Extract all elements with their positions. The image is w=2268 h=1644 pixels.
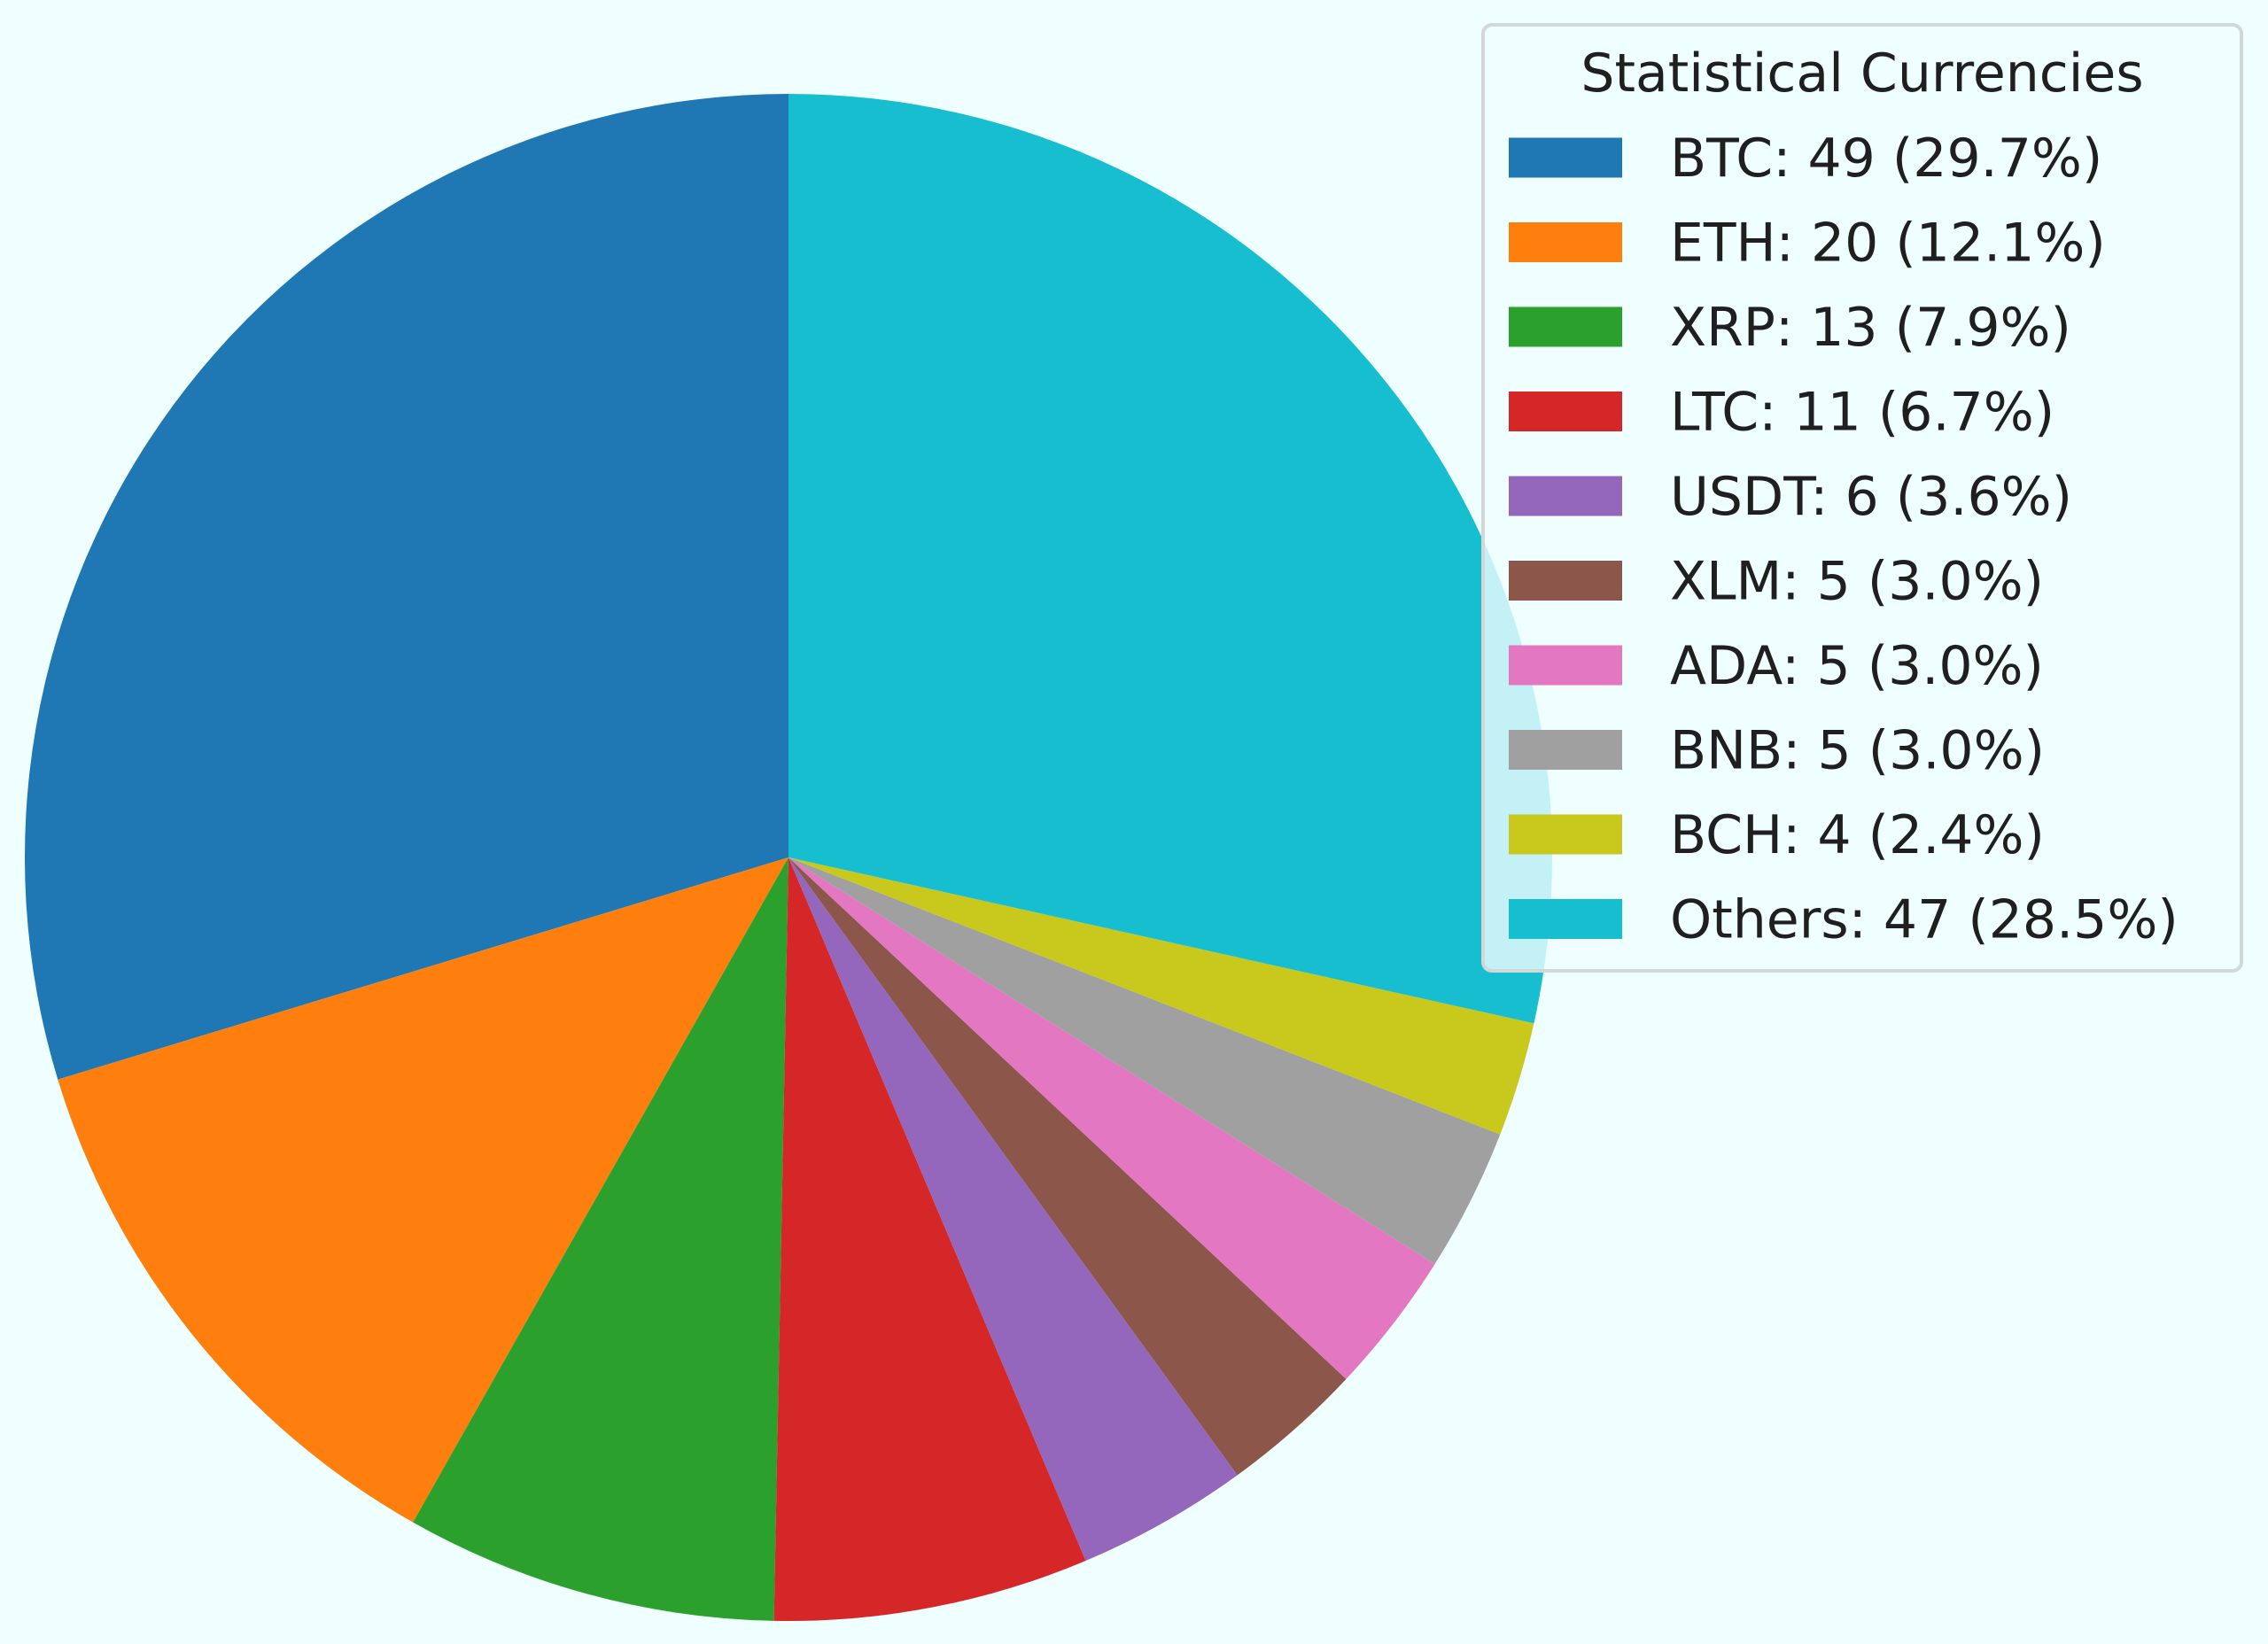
legend-label-xrp: XRP: 13 (7.9%) (1670, 297, 2071, 359)
pie-slice-eth (58, 857, 788, 1523)
pie-slice-xrp (413, 857, 788, 1621)
legend-box (1481, 23, 2243, 973)
legend-swatch-ada (1509, 645, 1622, 686)
legend-label-ada: ADA: 5 (3.0%) (1670, 635, 2044, 697)
legend-item-eth: ETH: 20 (12.1%) (1509, 213, 2106, 275)
legend-swatch-xrp (1509, 306, 1622, 347)
legend-label-usdt: USDT: 6 (3.6%) (1670, 466, 2072, 528)
pie-slice-others (788, 94, 1553, 1024)
pie-slice-ada (788, 857, 1435, 1379)
pie-slice-bch (788, 857, 1534, 1135)
pie-slice-ltc (773, 857, 1086, 1621)
legend-item-btc: BTC: 49 (29.7%) (1509, 128, 2102, 190)
legend-swatch-btc (1509, 137, 1622, 178)
pie-slice-usdt (788, 857, 1238, 1562)
legend-label-others: Others: 47 (28.5%) (1670, 889, 2179, 951)
legend-item-bnb: BNB: 5 (3.0%) (1509, 720, 2045, 782)
legend: Statistical Currencies BTC: 49 (29.7%) ET… (1481, 23, 2243, 973)
legend-label-eth: ETH: 20 (12.1%) (1670, 213, 2106, 275)
legend-items: BTC: 49 (29.7%) ETH: 20 (12.1%) XRP: 13 (7… (1509, 128, 2179, 951)
legend-item-ltc: LTC: 11 (6.7%) (1509, 382, 2054, 444)
legend-label-btc: BTC: 49 (29.7%) (1670, 128, 2102, 190)
pie-slice-btc (25, 94, 788, 1080)
legend-item-usdt: USDT: 6 (3.6%) (1509, 466, 2072, 528)
legend-item-others: Others: 47 (28.5%) (1509, 889, 2179, 951)
legend-label-xlm: XLM: 5 (3.0%) (1670, 551, 2044, 613)
pie-slice-bnb (788, 857, 1501, 1265)
pie-slices (25, 94, 1553, 1621)
legend-label-ltc: LTC: 11 (6.7%) (1670, 382, 2054, 444)
legend-title: Statistical Currencies (1581, 43, 2143, 105)
legend-swatch-others (1509, 899, 1622, 939)
legend-label-bch: BCH: 4 (2.4%) (1670, 804, 2045, 866)
legend-swatch-ltc (1509, 392, 1622, 431)
legend-item-bch: BCH: 4 (2.4%) (1509, 804, 2045, 866)
legend-swatch-eth (1509, 222, 1622, 262)
legend-swatch-xlm (1509, 561, 1622, 601)
legend-item-xlm: XLM: 5 (3.0%) (1509, 551, 2044, 613)
legend-swatch-bch (1509, 814, 1622, 855)
legend-item-ada: ADA: 5 (3.0%) (1509, 635, 2044, 697)
legend-item-xrp: XRP: 13 (7.9%) (1509, 297, 2071, 359)
legend-swatch-usdt (1509, 476, 1622, 516)
legend-label-bnb: BNB: 5 (3.0%) (1670, 720, 2045, 782)
legend-swatch-bnb (1509, 730, 1622, 770)
pie-slice-xlm (788, 857, 1347, 1476)
